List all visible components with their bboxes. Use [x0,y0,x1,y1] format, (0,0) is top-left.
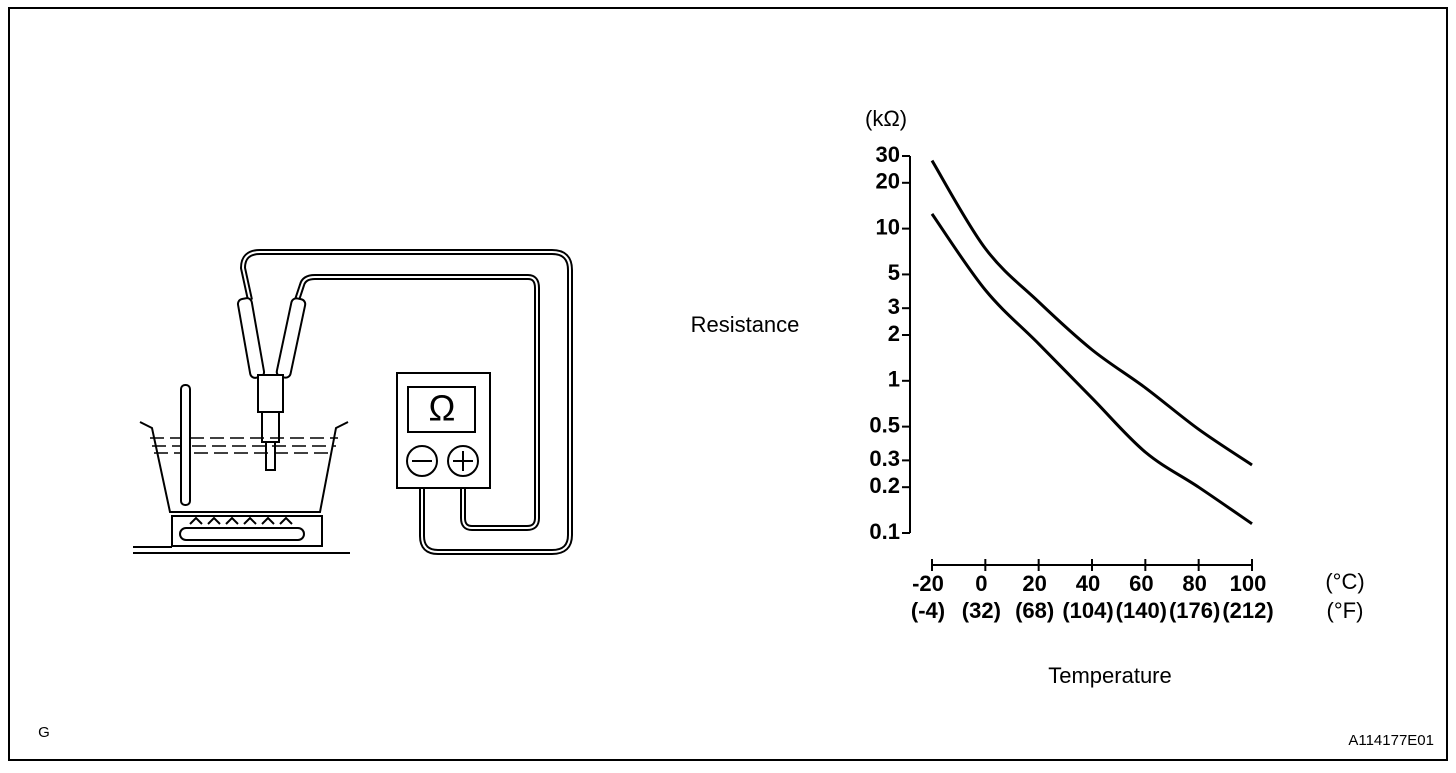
thermometer [180,384,191,506]
x2-tick-label: (104) [1062,598,1113,623]
y-tick-label: 3 [888,294,900,319]
wire-outer-core [241,251,571,553]
figure-code: A114177E01 [1348,732,1434,749]
y-tick-label: 2 [888,321,900,346]
x-tick-label: 40 [1076,571,1100,596]
terminal-signs [412,451,473,471]
x2-unit: (°F) [1327,598,1364,623]
curve [930,213,1253,525]
y-unit: (kΩ) [865,106,907,131]
meter-symbol: Ω [429,388,456,429]
x-axis-title: Temperature [1048,663,1172,688]
x-tick-label: 80 [1182,571,1206,596]
burner [171,515,323,547]
x2-tick-label: (-4) [911,598,945,623]
x-unit: (°C) [1325,569,1364,594]
x2-tick-label: (212) [1222,598,1273,623]
probe-left [236,297,266,379]
x-tick-label: 0 [975,571,987,596]
x-tick-label: -20 [912,571,944,596]
probe-right [275,297,307,379]
y-tick-label: 0.1 [869,519,900,544]
frame [8,7,1448,761]
y-axis-title: Resistance [691,312,800,337]
y-tick-label: 1 [888,367,900,392]
x-tick-label: 20 [1022,571,1046,596]
x2-tick-label: (68) [1015,598,1054,623]
beaker [139,421,349,513]
x-tick-label: 60 [1129,571,1153,596]
y-tick-label: 0.3 [869,446,900,471]
y-tick-label: 10 [876,214,900,239]
curve [930,159,1253,467]
y-tick-label: 0.2 [869,473,900,498]
x-tick-label: 100 [1230,571,1267,596]
x2-tick-label: (176) [1169,598,1220,623]
y-tick-label: 5 [888,260,900,285]
test-setup-illustration [133,249,573,555]
water [150,437,338,454]
burner-pipe [179,527,305,541]
y-tick-label: 20 [876,169,900,194]
footer-left: G [38,724,50,741]
y-tick-label: 0.5 [869,412,900,437]
y-tick-label: 30 [876,142,900,167]
x2-tick-label: (32) [962,598,1001,623]
sensor-connector [257,374,284,413]
stand-base [133,546,350,554]
meter-display [407,386,476,433]
x2-tick-label: (140) [1116,598,1167,623]
flames [189,516,293,525]
sensor-tip [265,441,276,471]
wire-inner-core [296,276,538,529]
